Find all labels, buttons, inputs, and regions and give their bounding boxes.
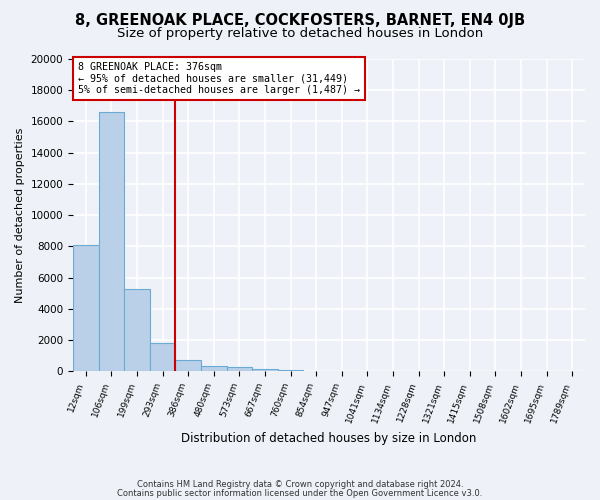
Text: 8 GREENOAK PLACE: 376sqm
← 95% of detached houses are smaller (31,449)
5% of sem: 8 GREENOAK PLACE: 376sqm ← 95% of detach… (77, 62, 359, 96)
Text: 8, GREENOAK PLACE, COCKFOSTERS, BARNET, EN4 0JB: 8, GREENOAK PLACE, COCKFOSTERS, BARNET, … (75, 12, 525, 28)
Bar (227, 368, 252, 372)
Bar (73, 245, 98, 372)
Bar (252, 369, 278, 372)
Text: Contains public sector information licensed under the Open Government Licence v3: Contains public sector information licen… (118, 488, 482, 498)
Bar (278, 370, 304, 372)
Text: Size of property relative to detached houses in London: Size of property relative to detached ho… (117, 28, 483, 40)
Bar (124, 288, 150, 372)
Bar (201, 366, 227, 372)
Bar (150, 343, 175, 372)
Y-axis label: Number of detached properties: Number of detached properties (15, 128, 25, 303)
X-axis label: Distribution of detached houses by size in London: Distribution of detached houses by size … (181, 432, 477, 445)
Bar (175, 360, 201, 372)
Text: Contains HM Land Registry data © Crown copyright and database right 2024.: Contains HM Land Registry data © Crown c… (137, 480, 463, 489)
Bar (98, 112, 124, 372)
